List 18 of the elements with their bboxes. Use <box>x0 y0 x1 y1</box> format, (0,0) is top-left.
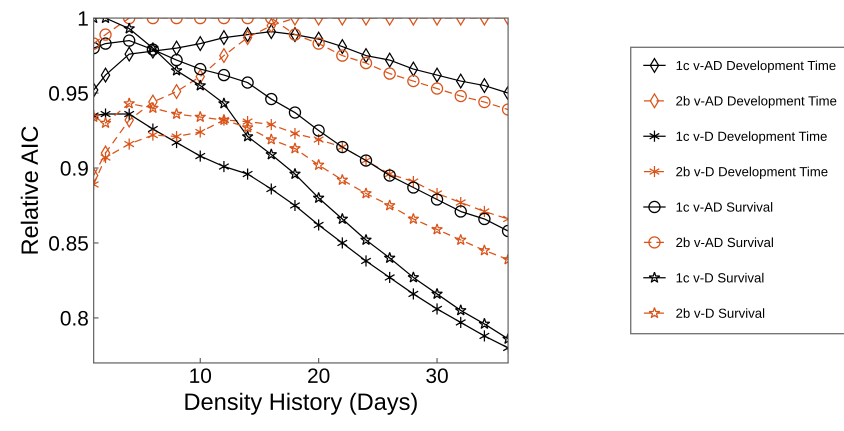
x-tick-label: 20 <box>308 368 330 384</box>
x-tick-label: 10 <box>190 368 212 384</box>
x-axis-title: Density History (Days) <box>185 392 417 415</box>
legend-label: 2b v-D Development Time <box>676 166 828 179</box>
y-tick-label: 0.85 <box>49 236 88 251</box>
legend-label: 2b v-AD Survival <box>676 237 773 248</box>
y-axis-title: Relative AIC <box>20 126 38 254</box>
legend-label: 1c v-AD Survival <box>676 202 772 212</box>
y-tick-label: 1 <box>78 11 88 26</box>
legend-label: 2b v-D Survival <box>676 308 764 318</box>
legend-label: 1c v-D Development Time <box>676 131 827 144</box>
y-tick-label: 0.95 <box>49 86 88 101</box>
legend-label: 1c v-D Survival <box>676 272 764 283</box>
legend-label: 2b v-AD Development Time <box>676 96 836 108</box>
x-tick-label: 30 <box>426 368 448 384</box>
y-tick-label: 0.8 <box>60 310 88 326</box>
legend-label: 1c v-AD Development Time <box>676 60 836 73</box>
y-tick-label: 0.9 <box>60 161 88 176</box>
